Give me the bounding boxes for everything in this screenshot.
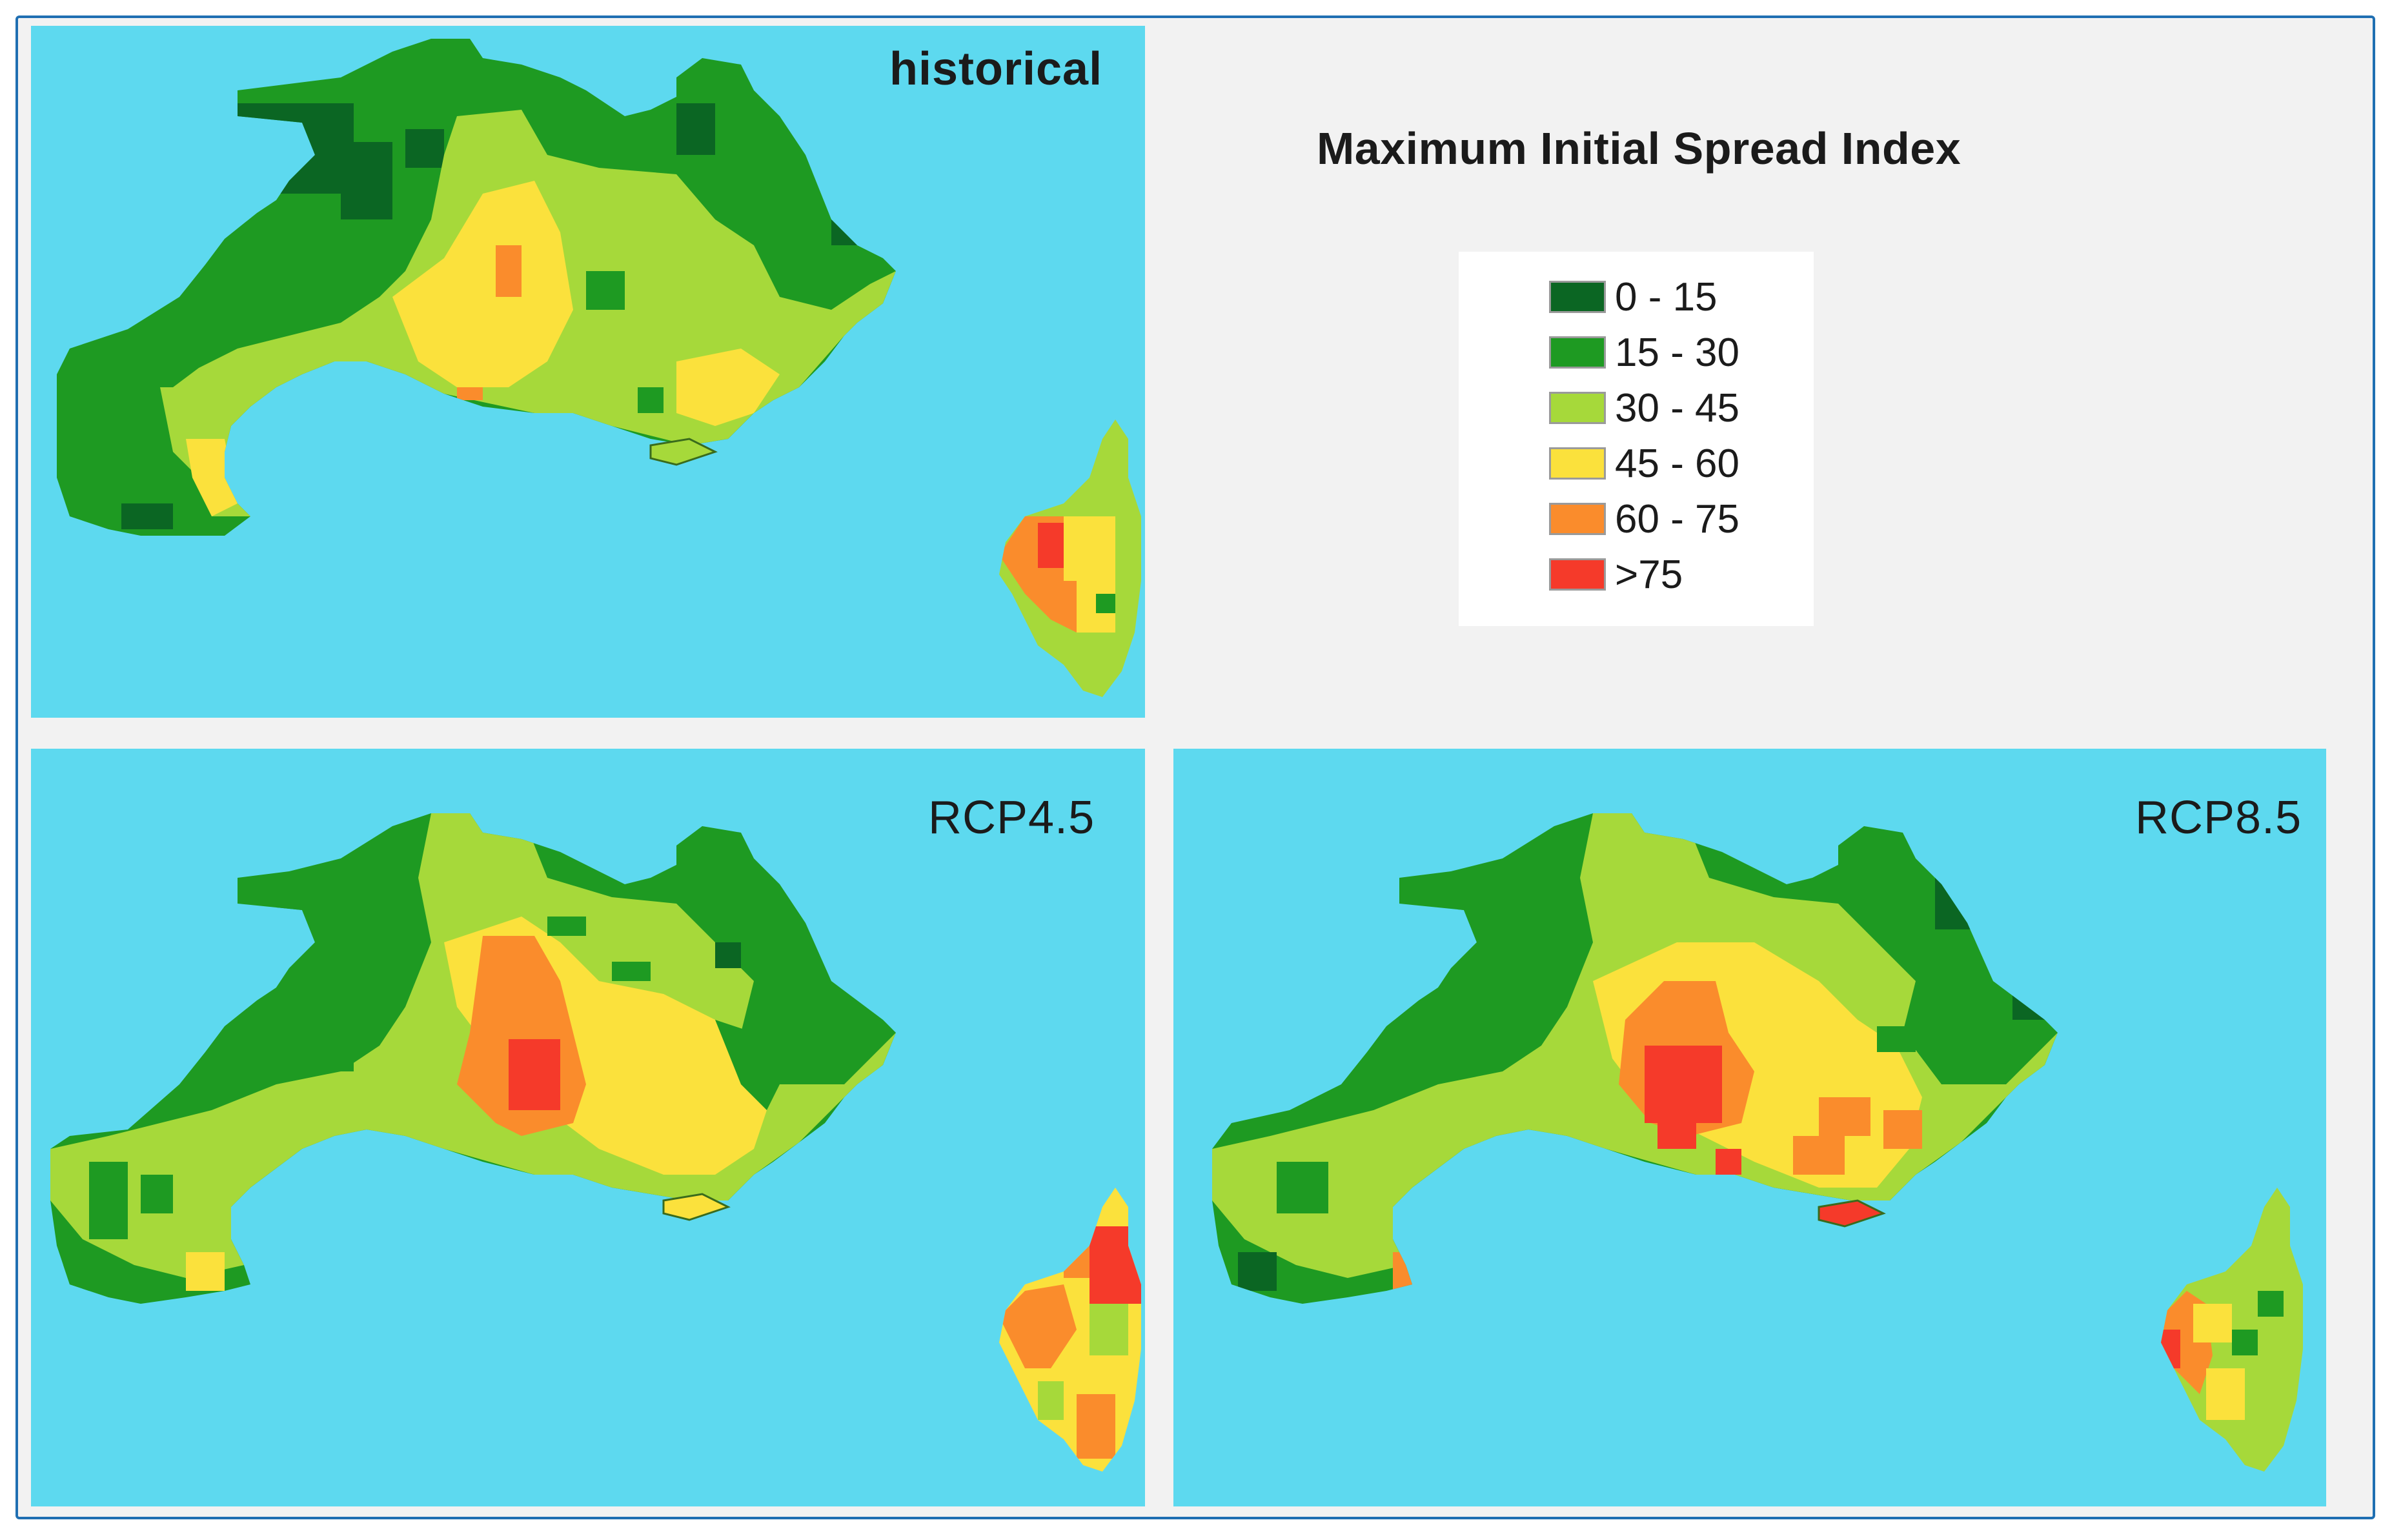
- map-panel-historical: historical: [31, 26, 1145, 718]
- panel-label-historical: historical: [889, 43, 1103, 95]
- legend-swatch: [1549, 392, 1606, 424]
- legend-item: 30 - 45: [1549, 386, 1739, 431]
- legend: 0 - 15 15 - 30 30 - 45 45 - 60 60 - 75 >…: [1459, 252, 1814, 626]
- legend-label: >75: [1615, 552, 1683, 597]
- historical-map: [57, 39, 1141, 697]
- legend-swatch: [1549, 503, 1606, 535]
- legend-swatch: [1549, 558, 1606, 591]
- legend-item: >75: [1549, 552, 1683, 597]
- panel-label-rcp85: RCP8.5: [2135, 792, 2302, 844]
- rcp85-map: [1212, 813, 2303, 1472]
- legend-item: 15 - 30: [1549, 330, 1739, 375]
- legend-label: 45 - 60: [1615, 441, 1740, 486]
- map-panel-rcp85: RCP8.5: [1173, 749, 2326, 1506]
- legend-label: 0 - 15: [1615, 274, 1718, 319]
- legend-item: 60 - 75: [1549, 497, 1739, 542]
- figure-title: Maximum Initial Spread Index: [1317, 123, 1961, 174]
- legend-swatch: [1549, 336, 1606, 369]
- legend-item: 0 - 15: [1549, 275, 1718, 319]
- legend-label: 30 - 45: [1615, 385, 1740, 431]
- legend-swatch: [1549, 281, 1606, 313]
- map-panel-rcp45: RCP4.5: [31, 749, 1145, 1506]
- panel-label-rcp45: RCP4.5: [928, 792, 1095, 844]
- rcp45-map: [50, 813, 1141, 1472]
- legend-swatch: [1549, 447, 1606, 480]
- legend-label: 60 - 75: [1615, 496, 1740, 542]
- legend-item: 45 - 60: [1549, 441, 1739, 486]
- legend-label: 15 - 30: [1615, 330, 1740, 375]
